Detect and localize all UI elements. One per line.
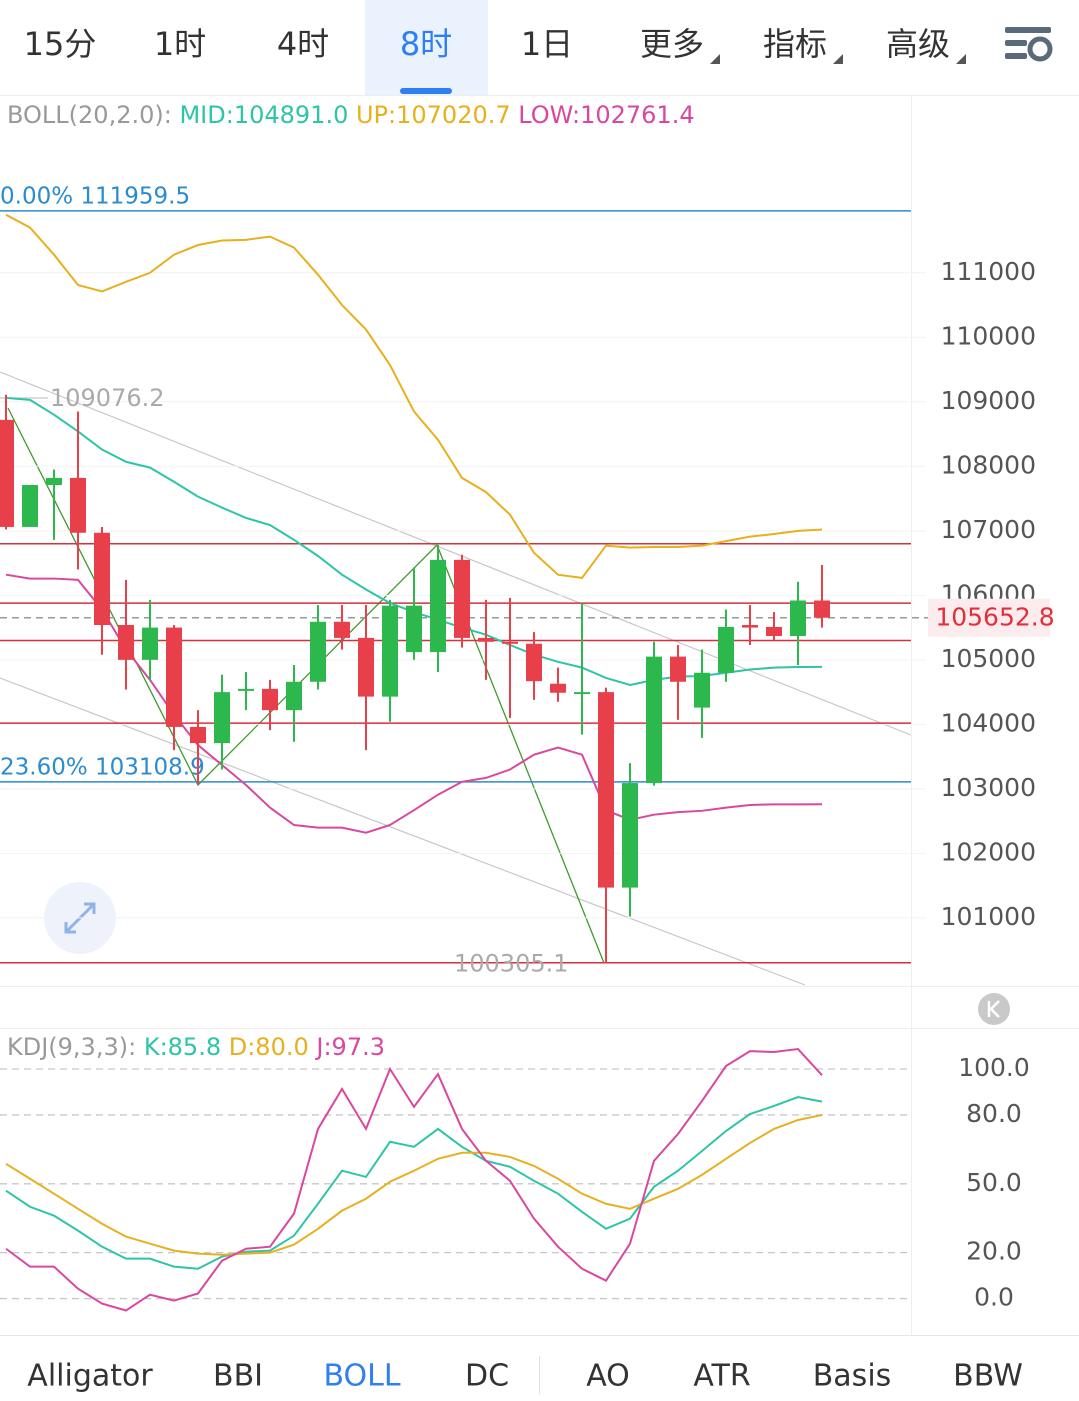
y-tick-label: 50.0 bbox=[966, 1168, 1022, 1197]
legend-item: J:97.3 bbox=[314, 1033, 385, 1061]
y-tick-label: 100.0 bbox=[958, 1053, 1030, 1082]
candle-body bbox=[70, 477, 86, 533]
menu[interactable]: 指标 bbox=[763, 25, 827, 63]
fib-label: 0.00% 111959.5 bbox=[0, 183, 190, 209]
candle-body bbox=[598, 692, 614, 888]
tab[interactable]: 1时 bbox=[154, 25, 206, 63]
indicator-tab[interactable]: Alligator bbox=[27, 1359, 153, 1394]
candle-body bbox=[286, 681, 302, 711]
candle-body bbox=[526, 643, 542, 682]
y-tick-label: 111000 bbox=[941, 257, 1036, 286]
candle-body bbox=[94, 532, 110, 626]
boll-line bbox=[5, 213, 823, 579]
y-tick-label: 0.0 bbox=[974, 1283, 1014, 1312]
y-tick-label: 105000 bbox=[941, 644, 1036, 673]
candle-body bbox=[622, 783, 638, 888]
candle-body bbox=[478, 637, 494, 642]
tab[interactable]: 4时 bbox=[277, 25, 329, 63]
channel-line bbox=[0, 371, 912, 736]
candle-body bbox=[382, 605, 398, 697]
legend-item: LOW:102761.4 bbox=[518, 101, 694, 129]
candle-body bbox=[142, 627, 158, 660]
candle-body bbox=[454, 559, 470, 638]
candle-body bbox=[118, 625, 134, 660]
collapse-button[interactable] bbox=[978, 993, 1010, 1025]
tab[interactable]: 15分 bbox=[24, 25, 97, 63]
y-tick-label: 103000 bbox=[941, 773, 1036, 802]
candle-body bbox=[430, 559, 446, 653]
candle-body bbox=[670, 656, 686, 682]
indicator-tab[interactable]: BBW bbox=[953, 1359, 1023, 1394]
y-tick-label: 104000 bbox=[941, 708, 1036, 737]
candle-body bbox=[46, 477, 62, 486]
tab-highlight bbox=[365, 0, 488, 95]
legend: KDJ(9,3,3): K:85.8 D:80.0 J:97.3 bbox=[7, 1033, 385, 1061]
candle-body bbox=[262, 688, 278, 711]
tab[interactable]: 1日 bbox=[521, 25, 573, 63]
candle-body bbox=[310, 621, 326, 682]
indicator-tab[interactable]: ATR bbox=[693, 1359, 750, 1394]
candle-body bbox=[238, 688, 254, 691]
candle-body bbox=[718, 626, 734, 673]
indicator-tab[interactable]: Basis bbox=[813, 1359, 892, 1394]
legend-item: UP:107020.7 bbox=[356, 101, 511, 129]
dropdown-arrow bbox=[956, 54, 966, 64]
settings-icon[interactable] bbox=[1005, 27, 1053, 62]
indicator-tab[interactable]: BOLL bbox=[323, 1359, 400, 1394]
last-price-label: 105652.8 bbox=[935, 603, 1054, 632]
dropdown-arrow bbox=[833, 54, 843, 64]
y-tick-label: 107000 bbox=[941, 515, 1036, 544]
price-annotation: 100305.1 bbox=[454, 950, 569, 978]
candle-body bbox=[502, 641, 518, 644]
candle-body bbox=[790, 600, 806, 636]
candle-body bbox=[406, 605, 422, 653]
candle-body bbox=[550, 683, 566, 693]
candle-body bbox=[190, 726, 206, 744]
fib-label: 23.60% 103108.9 bbox=[0, 754, 205, 780]
candle-body bbox=[214, 692, 230, 744]
legend-item: KDJ(9,3,3): bbox=[7, 1033, 136, 1061]
legend-item: BOLL(20,2.0): bbox=[7, 101, 172, 129]
candle-body bbox=[814, 600, 830, 618]
legend-item: MID:104891.0 bbox=[179, 101, 348, 129]
y-tick-label: 109000 bbox=[941, 386, 1036, 415]
candle-body bbox=[766, 626, 782, 636]
menu[interactable]: 高级 bbox=[886, 25, 950, 63]
candle-body bbox=[646, 656, 662, 784]
legend-item: K:85.8 bbox=[144, 1033, 221, 1061]
tab-indicator bbox=[400, 88, 452, 94]
candle-body bbox=[166, 627, 182, 727]
kdj-line bbox=[5, 1095, 823, 1270]
candle-body bbox=[0, 419, 14, 527]
y-tick-label: 110000 bbox=[941, 321, 1036, 350]
y-tick-label: 102000 bbox=[941, 837, 1036, 866]
candle-body bbox=[358, 637, 374, 697]
candle-body bbox=[694, 672, 710, 708]
y-tick-label: 20.0 bbox=[966, 1237, 1022, 1266]
channel-line bbox=[0, 677, 806, 986]
indicator-tab[interactable]: DC bbox=[465, 1359, 509, 1394]
dropdown-arrow bbox=[710, 54, 720, 64]
y-tick-label: 80.0 bbox=[966, 1099, 1022, 1128]
candle-body bbox=[574, 692, 590, 695]
y-tick-label: 101000 bbox=[941, 902, 1036, 931]
candle-body bbox=[334, 621, 350, 638]
indicator-tab[interactable]: AO bbox=[586, 1359, 630, 1394]
price-annotation: 109076.2 bbox=[50, 384, 165, 412]
menu[interactable]: 更多 bbox=[640, 25, 704, 63]
legend-item: D:80.0 bbox=[229, 1033, 309, 1061]
legend: BOLL(20,2.0): MID:104891.0 UP:107020.7 L… bbox=[7, 101, 695, 129]
kdj-line bbox=[5, 1047, 823, 1312]
last-price-tag bbox=[928, 598, 1050, 637]
kdj-line bbox=[5, 1113, 823, 1256]
candle-body bbox=[22, 485, 38, 527]
y-tick-label: 108000 bbox=[941, 450, 1036, 479]
indicator-tab[interactable]: BBI bbox=[213, 1359, 263, 1394]
tab[interactable]: 8时 bbox=[400, 25, 452, 63]
boll-line bbox=[5, 573, 823, 834]
candle-body bbox=[742, 625, 758, 628]
